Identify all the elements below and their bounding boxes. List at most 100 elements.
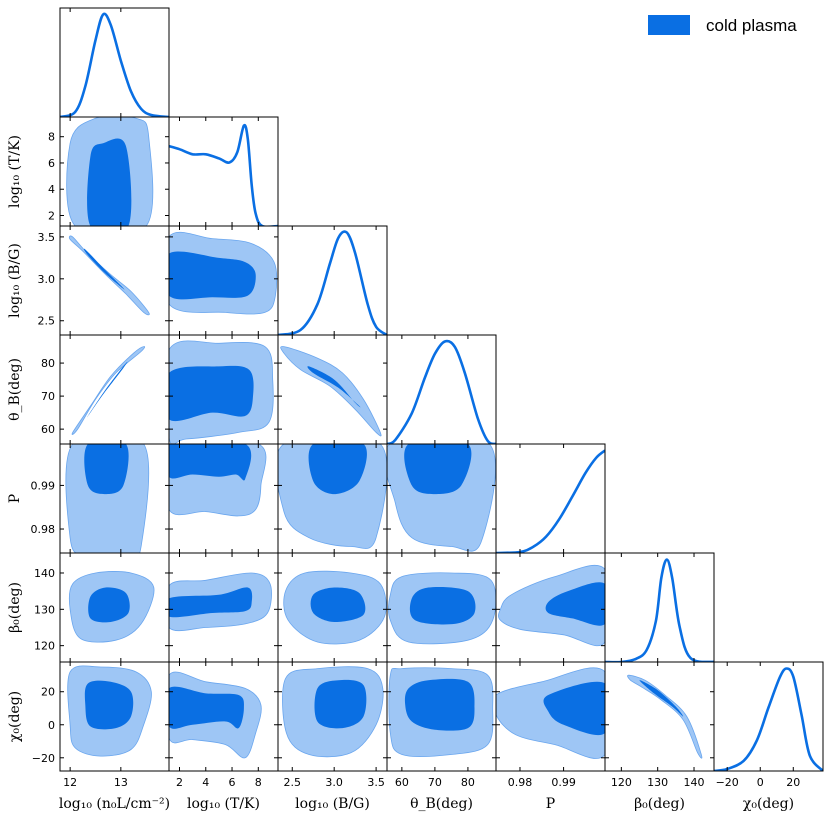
contour-lognL-logB xyxy=(68,235,150,316)
x-tick-label-logT: 4 xyxy=(202,776,209,789)
contour-inner-P-chi0 xyxy=(543,681,605,736)
x-axis-label-thetaB: θ_B(deg) xyxy=(410,796,473,812)
contour-inner-P-beta0 xyxy=(545,582,605,626)
x-tick-label-chi0: 20 xyxy=(786,776,800,789)
contour-logB-thetaB xyxy=(280,346,382,437)
contour-inner-thetaB-beta0 xyxy=(409,586,476,625)
contour-logB-P xyxy=(278,444,387,549)
y-tick-label-logB: 3.0 xyxy=(38,273,56,286)
contour-thetaB-P xyxy=(387,444,496,552)
y-tick-label-beta0: 130 xyxy=(34,603,55,616)
y-axis-label-beta0: β₀(deg) xyxy=(7,582,23,633)
contour-inner-logB-thetaB xyxy=(307,366,361,408)
contour-inner-thetaB-P xyxy=(404,444,472,495)
x-tick-label-thetaB: 70 xyxy=(428,776,442,789)
contour-inner-logB-P xyxy=(308,444,367,495)
panel-frame-beta0-chi0 xyxy=(604,661,715,772)
y-tick-label-logB: 2.5 xyxy=(38,315,56,328)
y-tick-label-thetaB: 80 xyxy=(41,357,55,370)
x-tick-label-thetaB: 60 xyxy=(395,776,409,789)
y-tick-label-logB: 3.5 xyxy=(38,231,56,244)
y-axis-label-logT: log₁₀ (T/K) xyxy=(7,135,23,208)
y-tick-label-chi0: 20 xyxy=(41,686,55,699)
y-tick-label-thetaB: 70 xyxy=(41,390,55,403)
contour-inner-lognL-logB xyxy=(83,248,125,290)
x-axis-label-logB: log₁₀ (B/G) xyxy=(295,796,370,812)
contour-lognL-thetaB xyxy=(71,346,146,435)
contour-outer-beta0-chi0 xyxy=(627,674,703,759)
contour-outer-logB-thetaB xyxy=(280,346,382,437)
contour-inner-logB-beta0 xyxy=(310,587,366,623)
contour-logB-beta0 xyxy=(283,570,387,645)
contour-thetaB-beta0 xyxy=(388,572,496,645)
contour-inner-lognL-logT xyxy=(87,138,132,226)
contour-lognL-P xyxy=(65,444,150,553)
contour-inner-lognL-beta0 xyxy=(88,587,130,623)
x-tick-label-lognL: 13 xyxy=(114,776,128,789)
marginal-lognL xyxy=(60,12,169,117)
y-axis-label-chi0: χ₀(deg) xyxy=(7,691,23,742)
contour-inner-logT-chi0 xyxy=(169,686,244,729)
marginal-layer xyxy=(60,12,823,771)
contour-lognL-beta0 xyxy=(68,571,155,643)
y-tick-label-P: 0.98 xyxy=(31,523,56,536)
y-axis-label-P: P xyxy=(7,494,23,503)
contour-logT-P xyxy=(169,444,267,517)
y-tick-label-logT: 8 xyxy=(48,131,55,144)
legend-label: cold plasma xyxy=(706,16,797,35)
contour-inner-logB-chi0 xyxy=(314,679,367,729)
x-tick-label-logB: 2.5 xyxy=(284,776,302,789)
panel-frame-logB-logB xyxy=(277,225,388,336)
contour-layer xyxy=(65,117,703,759)
x-axis-label-logT: log₁₀ (T/K) xyxy=(187,796,260,812)
y-tick-label-P: 0.99 xyxy=(31,479,56,492)
x-tick-label-logT: 8 xyxy=(255,776,262,789)
contour-P-chi0 xyxy=(496,667,605,759)
y-tick-label-logT: 2 xyxy=(48,209,55,222)
x-tick-label-logB: 3.5 xyxy=(367,776,385,789)
x-tick-label-beta0: 130 xyxy=(647,776,668,789)
panel-frame-beta0-beta0 xyxy=(604,552,715,663)
contour-inner-lognL-chi0 xyxy=(84,680,134,730)
contour-thetaB-chi0 xyxy=(388,667,494,757)
y-tick-label-beta0: 120 xyxy=(34,640,55,653)
contour-inner-logT-beta0 xyxy=(169,587,253,618)
y-axis-label-logB: log₁₀ (B/G) xyxy=(7,243,23,318)
x-tick-label-beta0: 140 xyxy=(684,776,705,789)
contour-lognL-logT xyxy=(66,117,154,226)
x-axis-label-beta0: β₀(deg) xyxy=(634,796,685,812)
marginal-logB xyxy=(278,230,387,335)
marginal-beta0 xyxy=(605,558,714,662)
x-tick-label-beta0: 120 xyxy=(611,776,632,789)
y-tick-label-chi0: −20 xyxy=(32,752,55,765)
contour-logT-logB xyxy=(169,231,278,315)
panel-frame-chi0-chi0 xyxy=(713,661,824,772)
contour-logT-chi0 xyxy=(169,671,262,759)
contour-inner-thetaB-chi0 xyxy=(404,678,475,731)
marginal-logT xyxy=(169,123,278,226)
contour-P-beta0 xyxy=(498,564,605,647)
contour-logT-beta0 xyxy=(169,572,272,632)
panel-frame-P-P xyxy=(495,443,606,554)
contour-inner-beta0-chi0 xyxy=(639,680,684,717)
x-tick-label-logT: 6 xyxy=(229,776,236,789)
contour-outer-lognL-thetaB xyxy=(71,346,146,435)
y-tick-label-chi0: 0 xyxy=(48,719,55,732)
y-tick-label-logT: 4 xyxy=(48,183,55,196)
x-axis-label-P: P xyxy=(546,796,555,812)
marginal-chi0 xyxy=(714,667,823,771)
x-tick-label-lognL: 12 xyxy=(63,776,77,789)
x-tick-label-chi0: 0 xyxy=(757,776,764,789)
contour-logB-chi0 xyxy=(282,666,384,758)
y-tick-label-thetaB: 60 xyxy=(41,423,55,436)
contour-lognL-chi0 xyxy=(67,665,152,757)
contour-beta0-chi0 xyxy=(627,674,703,759)
x-axis-label-chi0: χ₀(deg) xyxy=(743,796,794,812)
x-axis-label-lognL: log₁₀ (n₀L/cm⁻²) xyxy=(59,796,170,812)
legend: cold plasma xyxy=(648,15,797,35)
x-tick-label-logB: 3.0 xyxy=(325,776,343,789)
x-tick-label-logT: 2 xyxy=(176,776,183,789)
contour-inner-lognL-thetaB xyxy=(86,361,128,418)
label-layer: 12 13 log₁₀ (n₀L/cm⁻²) 2 4 6 8 log₁₀ (T/K) 2.5 3.… xyxy=(7,131,800,812)
